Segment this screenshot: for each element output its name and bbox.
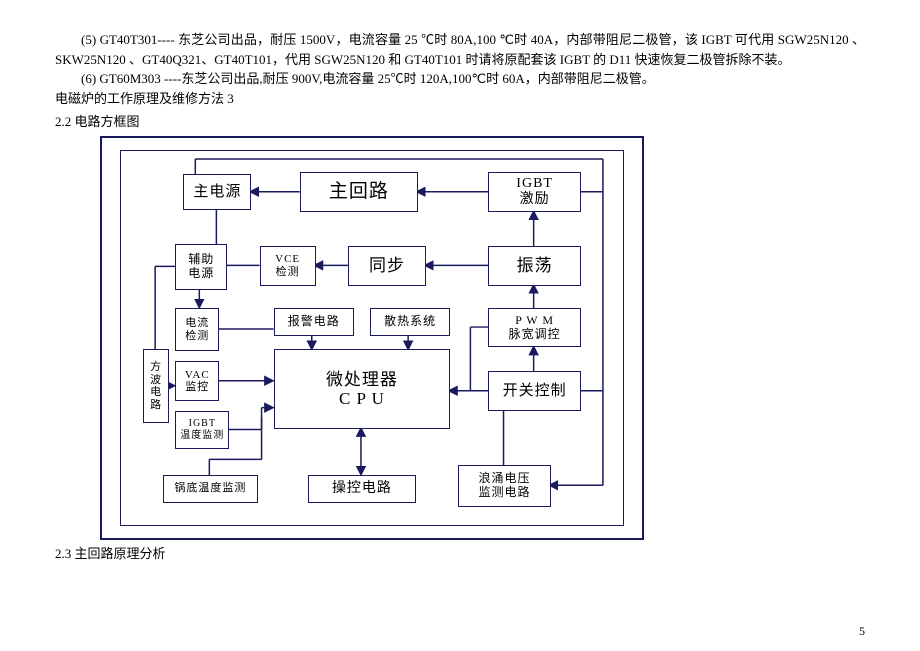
node-igbt_drive: IGBT 激励: [488, 172, 580, 212]
section-2-2: 2.2 电路方框图: [55, 112, 865, 132]
node-switch: 开关控制: [488, 371, 580, 411]
node-aux_power: 辅助 电源: [175, 244, 227, 290]
node-osc: 振荡: [488, 246, 580, 286]
block-diagram: 主电源 主回路 IGBT 激励辅助 电源 VCE 检测同步 振荡电流 检测 报警电路散热系…: [100, 136, 644, 540]
section-title-method3: 电磁炉的工作原理及维修方法 3: [55, 89, 865, 109]
node-vce: VCE 检测: [260, 246, 316, 286]
node-square: 方 波 电 路: [143, 349, 169, 423]
node-sync: 同步: [348, 246, 426, 286]
node-surge: 浪涌电压 监测电路: [458, 465, 550, 507]
section-2-3: 2.3 主回路原理分析: [55, 544, 865, 564]
node-pot_temp: 锅底温度监测: [163, 475, 257, 503]
node-cpu: 微处理器 C P U: [274, 349, 451, 429]
node-alarm: 报警电路: [274, 308, 354, 336]
node-heat: 散热系统: [370, 308, 450, 336]
node-vac: VAC 监控: [175, 361, 219, 401]
node-ctrl: 操控电路: [308, 475, 416, 503]
paragraph-5: (5) GT40T301---- 东芝公司出品，耐压 1500V，电流容量 25…: [55, 30, 865, 69]
node-pwm: P W M 脉宽调控: [488, 308, 580, 348]
page-number: 5: [859, 624, 865, 639]
node-igbt_temp: IGBT 温度监测: [175, 411, 229, 449]
node-main_circuit: 主回路: [300, 172, 418, 212]
paragraph-6: (6) GT60M303 ----东芝公司出品,耐压 900V,电流容量 25℃…: [55, 69, 865, 89]
node-main_power: 主电源: [183, 174, 251, 210]
node-current: 电流 检测: [175, 308, 219, 352]
